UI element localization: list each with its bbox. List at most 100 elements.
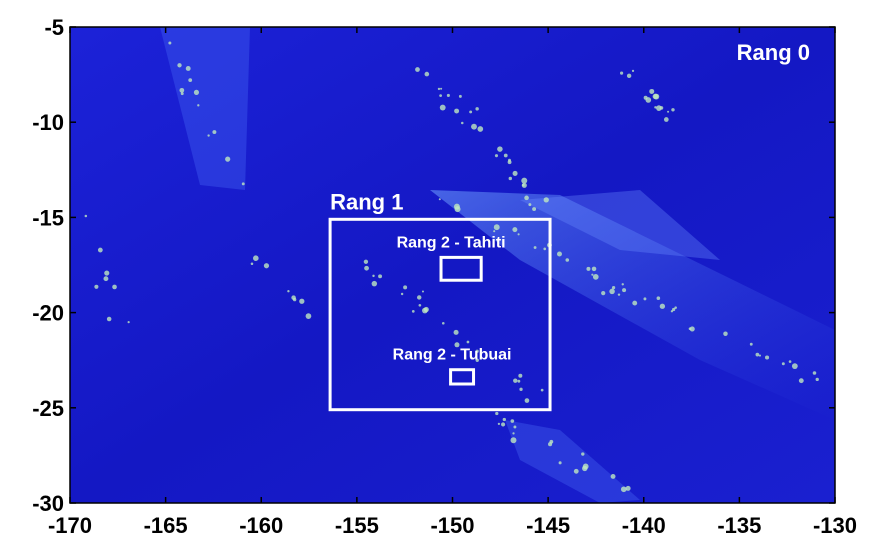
y-tick-label: -15 [32,205,64,230]
island [469,110,472,113]
island [653,94,659,100]
island [417,295,421,299]
island [498,423,500,425]
island [723,332,728,337]
island [197,104,199,106]
island [508,160,512,164]
island [378,274,382,278]
island [299,299,304,304]
island [497,146,503,152]
island [581,452,584,455]
x-tick-label: -135 [717,513,761,538]
island [439,94,442,97]
island [104,270,109,275]
island [557,252,562,257]
island [168,41,171,44]
x-tick-label: -170 [48,513,92,538]
island [518,374,522,378]
island [756,353,760,357]
island [438,88,440,90]
island [621,486,627,492]
x-tick-label: -165 [144,513,188,538]
island [517,380,520,383]
island [519,388,522,391]
island [207,134,209,136]
island [521,178,527,184]
island [532,207,536,211]
island [94,285,98,289]
island [425,72,430,77]
y-tick-label: -5 [44,15,64,40]
island [799,378,804,383]
island [415,67,420,72]
x-tick-label: -140 [622,513,666,538]
island [632,301,637,306]
island [510,437,516,443]
island [544,197,549,202]
island [177,63,181,67]
island [660,304,665,309]
sea-background [70,27,835,503]
island [461,122,464,125]
island [543,248,546,251]
island [622,283,624,285]
island [672,308,675,311]
island [440,88,442,90]
island [816,378,819,381]
island [85,215,87,217]
island [750,343,753,346]
island [513,426,516,429]
island [789,360,792,363]
island [643,297,646,300]
island [419,304,422,307]
island [493,230,495,232]
island [511,419,515,423]
island [611,474,616,479]
island [513,171,518,176]
island [813,371,817,375]
island [759,354,761,356]
island [512,432,514,434]
island [424,307,429,312]
island [225,157,230,162]
island [503,418,506,421]
island [181,92,184,95]
island [372,275,374,277]
island [541,389,544,392]
island [649,89,654,94]
island [494,224,500,230]
x-tick-label: -150 [430,513,474,538]
island [179,88,184,93]
island [401,293,403,295]
island [107,317,112,322]
island [454,204,460,210]
island [622,288,626,292]
region-label: Rang 2 - Tahiti [397,234,506,251]
island [253,255,259,261]
island [656,105,662,111]
island [627,74,631,78]
island [194,90,199,95]
island [592,267,597,272]
island [549,440,553,444]
island [512,227,517,232]
y-tick-label: -20 [32,301,64,326]
x-tick-label: -160 [239,513,283,538]
island [306,313,312,319]
island [467,341,470,344]
island [242,182,245,185]
island [293,298,296,301]
island [287,290,289,292]
island [620,72,623,75]
island [765,355,769,359]
island [513,378,517,382]
y-tick-label: -30 [32,491,64,516]
island [454,330,459,335]
island [372,281,377,286]
x-tick-label: -145 [526,513,570,538]
island [422,290,424,292]
map-figure: Rang 0 -170-165-160-155-150-145-140-135-… [0,0,870,548]
island [475,107,478,110]
domain-label: Rang 0 [737,40,810,65]
island [471,124,477,130]
